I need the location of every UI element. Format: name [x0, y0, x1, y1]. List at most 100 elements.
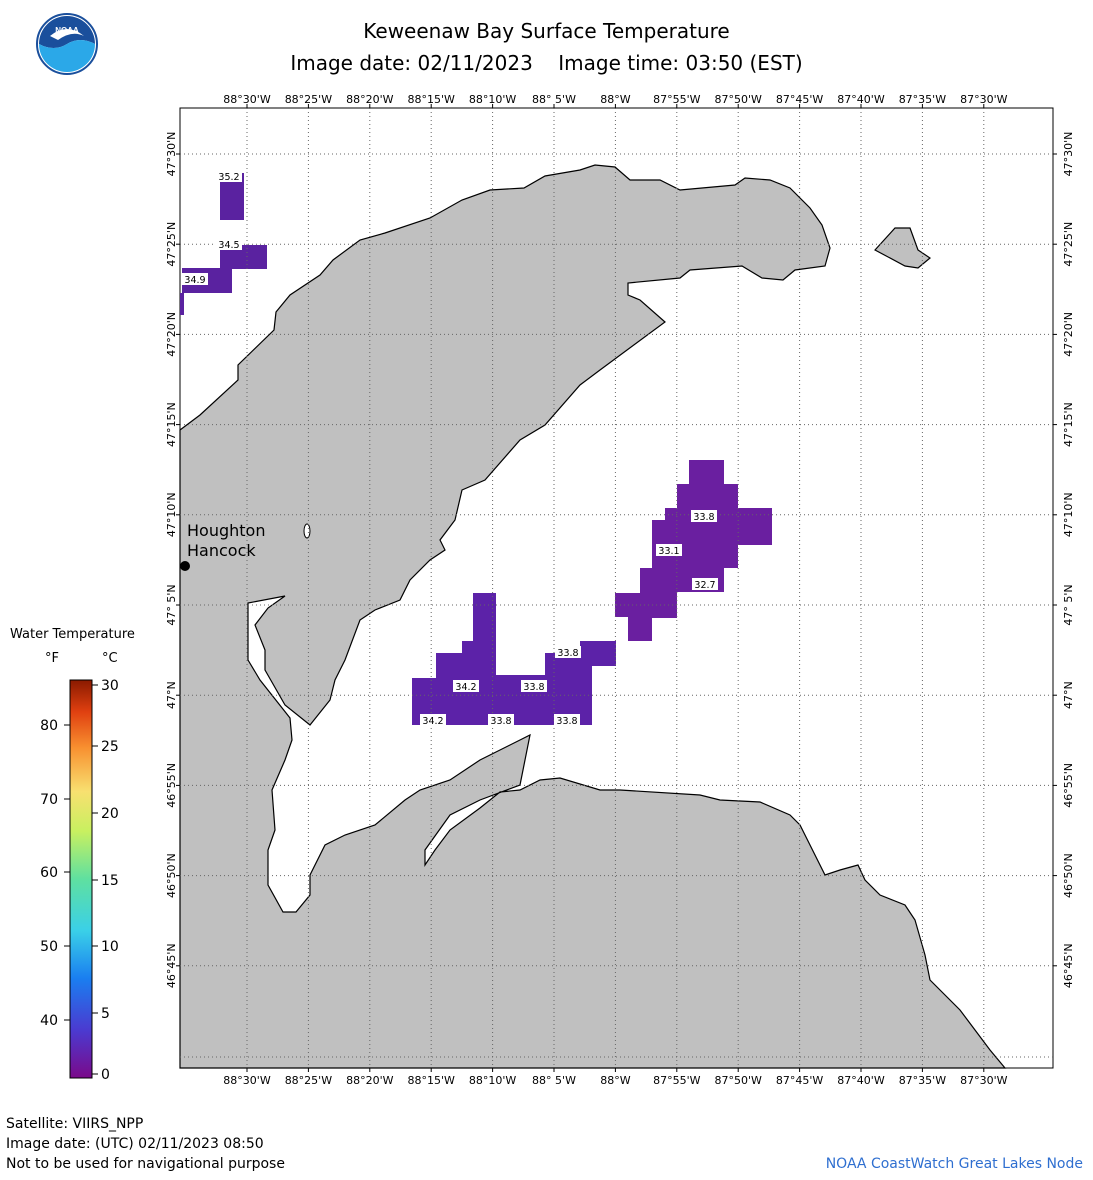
longitude-labels-bottom: 88°30'W 88°25'W 88°20'W 88°15'W 88°10'W 88° 5… [223, 1074, 1007, 1087]
lat-label-right: 47°N [1062, 681, 1075, 709]
lon-label-top: 88°W [600, 93, 630, 106]
temperature-label: 33.8 [521, 680, 547, 693]
lon-label-bottom: 88°20'W [346, 1074, 394, 1087]
lon-label-top: 87°45'W [776, 93, 824, 106]
legend-tick-c: 30 [101, 678, 119, 694]
lon-label-top: 88°30'W [223, 93, 271, 106]
legend-tick-c: 15 [101, 873, 119, 889]
lon-label-bottom: 88°30'W [223, 1074, 271, 1087]
lon-label-top: 88°20'W [346, 93, 394, 106]
temperature-label: 34.9 [182, 273, 208, 286]
lon-label-bottom: 87°55'W [653, 1074, 701, 1087]
lon-label-bottom: 87°35'W [899, 1074, 947, 1087]
legend-unit-f: °F [45, 651, 59, 666]
lon-label-top: 88°15'W [407, 93, 455, 106]
svg-text:33.8: 33.8 [490, 716, 511, 727]
lat-label-left: 46°50'N [165, 853, 178, 898]
lat-label-left: 46°45'N [165, 943, 178, 988]
footer-satellite: Satellite: VIIRS_NPP [6, 1116, 144, 1132]
temperature-label: 34.5 [216, 238, 242, 251]
legend-tick-c: 5 [101, 1006, 110, 1022]
lon-label-bottom: 88°W [600, 1074, 630, 1087]
noaa-logo-text: NOAA [55, 26, 79, 35]
lon-label-top: 88°10'W [469, 93, 517, 106]
map-title: Keweenaw Bay Surface Temperature [363, 19, 730, 43]
lake-portage-inlet [303, 523, 311, 539]
lat-label-right: 47°20'N [1062, 312, 1075, 357]
longitude-labels-top: 88°30'W 88°25'W 88°20'W 88°15'W 88°10'W 88° 5… [223, 93, 1007, 106]
svg-text:33.8: 33.8 [557, 648, 578, 659]
legend-unit-c: °C [102, 651, 118, 666]
lon-label-bottom: 87°30'W [960, 1074, 1008, 1087]
lat-label-left: 47°30'N [165, 132, 178, 177]
svg-text:34.2: 34.2 [422, 716, 443, 727]
temp-pixel-cluster [180, 293, 184, 315]
svg-text:34.5: 34.5 [218, 240, 239, 251]
svg-text:32.7: 32.7 [694, 580, 715, 591]
temperature-label: 34.2 [453, 680, 479, 693]
houghton-marker-dot [180, 561, 190, 571]
lat-label-left: 47°N [165, 681, 178, 709]
temperature-labels: 35.2 34.5 34.9 33.8 33.1 32.7 33.8 34.2 33.8 34.2… [182, 170, 718, 727]
temp-pixel-cluster [615, 460, 772, 641]
land-east-island [874, 227, 932, 269]
legend-tick-c: 20 [101, 806, 119, 822]
svg-text:33.1: 33.1 [658, 546, 679, 557]
lon-label-bottom: 88° 5'W [532, 1074, 576, 1087]
legend-tick-c: 25 [101, 739, 119, 755]
footer-disclaimer: Not to be used for navigational purpose [6, 1156, 285, 1172]
lat-label-left: 47°10'N [165, 492, 178, 537]
lat-label-right: 46°55'N [1062, 763, 1075, 808]
lon-label-top: 87°30'W [960, 93, 1008, 106]
lat-label-right: 47°15'N [1062, 402, 1075, 447]
land-keweenaw-peninsula [179, 164, 1007, 1069]
place-label-houghton: Houghton [187, 521, 266, 540]
temperature-label: 33.1 [656, 544, 682, 557]
lat-label-left: 47°20'N [165, 312, 178, 357]
lon-label-top: 88° 5'W [532, 93, 576, 106]
place-label-hancock: Hancock [187, 541, 256, 560]
lat-label-right: 46°50'N [1062, 853, 1075, 898]
svg-text:34.2: 34.2 [455, 682, 476, 693]
axis-ticks [176, 104, 1057, 1072]
temperature-label: 33.8 [554, 714, 580, 727]
legend-tick-c: 10 [101, 939, 119, 955]
lon-label-bottom: 87°50'W [714, 1074, 762, 1087]
legend-tick-f: 50 [40, 939, 58, 955]
noaa-logo: NOAA [36, 13, 98, 75]
temperature-label: 34.2 [420, 714, 446, 727]
temperature-label: 35.2 [216, 170, 242, 183]
lat-label-left: 47° 5'N [165, 584, 178, 625]
lat-label-left: 46°55'N [165, 763, 178, 808]
lat-label-right: 46°45'N [1062, 943, 1075, 988]
footer-utc-date: Image date: (UTC) 02/11/2023 08:50 [6, 1136, 264, 1152]
latitude-labels-left: 47°30'N 47°25'N 47°20'N 47°15'N 47°10'N 47° 5… [165, 132, 178, 989]
temperature-label: 33.8 [555, 646, 581, 659]
lat-label-right: 47°10'N [1062, 492, 1075, 537]
graticule [180, 108, 1053, 1068]
lat-label-right: 47°30'N [1062, 132, 1075, 177]
latitude-labels-right: 47°30'N 47°25'N 47°20'N 47°15'N 47°10'N 47° 5… [1062, 132, 1075, 989]
legend-title: Water Temperature [10, 627, 135, 642]
temperature-label: 33.8 [691, 510, 717, 523]
lon-label-top: 87°40'W [837, 93, 885, 106]
lon-label-bottom: 88°15'W [407, 1074, 455, 1087]
lon-label-top: 87°35'W [899, 93, 947, 106]
footer-credit: NOAA CoastWatch Great Lakes Node [825, 1156, 1083, 1172]
image-date: Image date: 02/11/2023 [290, 51, 533, 75]
svg-text:34.9: 34.9 [184, 275, 205, 286]
image-time: Image time: 03:50 (EST) [558, 51, 803, 75]
image-date-time: Image date: 02/11/2023 Image time: 03:50… [0, 51, 1093, 75]
svg-text:33.8: 33.8 [693, 512, 714, 523]
lon-label-bottom: 88°25'W [285, 1074, 333, 1087]
svg-text:35.2: 35.2 [218, 172, 239, 183]
color-bar [69, 679, 93, 1079]
temperature-label: 32.7 [692, 578, 718, 591]
legend-tick-c: 0 [101, 1067, 110, 1083]
lat-label-right: 47°25'N [1062, 222, 1075, 267]
lon-label-bottom: 87°45'W [776, 1074, 824, 1087]
lon-label-bottom: 87°40'W [837, 1074, 885, 1087]
temperature-label: 33.8 [488, 714, 514, 727]
